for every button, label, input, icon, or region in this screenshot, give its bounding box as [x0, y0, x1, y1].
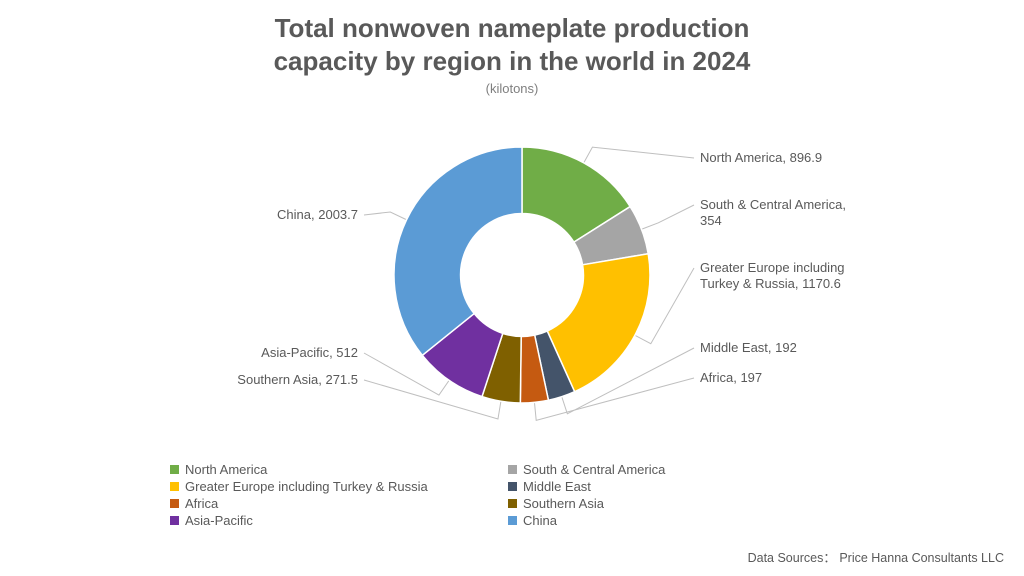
- source-label: Data Sources：: [748, 551, 836, 565]
- legend-label: Greater Europe including Turkey & Russia: [185, 479, 428, 494]
- legend-swatch: [508, 499, 517, 508]
- data-label: Africa, 197: [700, 370, 762, 386]
- legend-label: Asia-Pacific: [185, 513, 253, 528]
- legend-item: China: [508, 513, 808, 528]
- data-label: Middle East, 192: [700, 340, 797, 356]
- chart-container: Total nonwoven nameplate production capa…: [0, 0, 1024, 576]
- chart-subtitle: (kilotons): [0, 81, 1024, 96]
- legend-label: South & Central America: [523, 462, 665, 477]
- legend-item: Middle East: [508, 479, 808, 494]
- legend-item: North America: [170, 462, 490, 477]
- title-line1: Total nonwoven nameplate production: [275, 13, 750, 43]
- title-line2: capacity by region in the world in 2024: [274, 46, 751, 76]
- donut-slice: [394, 147, 522, 355]
- chart-area: North America, 896.9 South & Central Amer…: [0, 120, 1024, 450]
- legend-label: Africa: [185, 496, 218, 511]
- legend-item: Southern Asia: [508, 496, 808, 511]
- legend-swatch: [170, 465, 179, 474]
- source-value: Price Hanna Consultants LLC: [839, 551, 1004, 565]
- legend-swatch: [508, 465, 517, 474]
- data-label: Southern Asia, 271.5: [237, 372, 358, 388]
- legend: North America South & Central America Grea…: [170, 462, 870, 530]
- data-label: Greater Europe includingTurkey & Russia,…: [700, 260, 845, 293]
- donut-chart: [392, 145, 652, 405]
- legend-item: Greater Europe including Turkey & Russia: [170, 479, 490, 494]
- data-label: South & Central America,354: [700, 197, 846, 230]
- data-label: China, 2003.7: [277, 207, 358, 223]
- legend-swatch: [508, 516, 517, 525]
- legend-label: Middle East: [523, 479, 591, 494]
- chart-title: Total nonwoven nameplate production capa…: [0, 0, 1024, 77]
- legend-item: Africa: [170, 496, 490, 511]
- legend-swatch: [170, 499, 179, 508]
- legend-swatch: [170, 516, 179, 525]
- legend-item: Asia-Pacific: [170, 513, 490, 528]
- data-label: Asia-Pacific, 512: [261, 345, 358, 361]
- legend-label: Southern Asia: [523, 496, 604, 511]
- legend-swatch: [508, 482, 517, 491]
- legend-item: South & Central America: [508, 462, 808, 477]
- data-source: Data Sources： Price Hanna Consultants LL…: [748, 547, 1004, 566]
- data-label: North America, 896.9: [700, 150, 822, 166]
- legend-swatch: [170, 482, 179, 491]
- legend-label: North America: [185, 462, 267, 477]
- legend-label: China: [523, 513, 557, 528]
